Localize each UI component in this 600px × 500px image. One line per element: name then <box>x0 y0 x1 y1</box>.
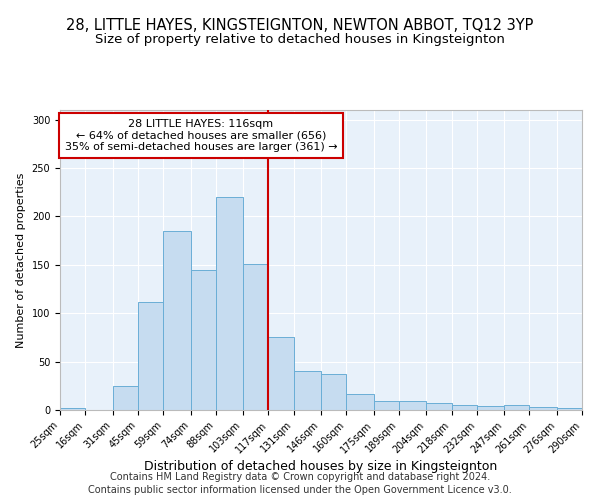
Bar <box>346 394 374 410</box>
Bar <box>452 405 477 410</box>
Bar <box>216 197 243 410</box>
Bar <box>477 406 504 410</box>
Bar <box>113 386 138 410</box>
Y-axis label: Number of detached properties: Number of detached properties <box>16 172 26 348</box>
Text: Contains HM Land Registry data © Crown copyright and database right 2024.: Contains HM Land Registry data © Crown c… <box>110 472 490 482</box>
Bar <box>529 407 557 410</box>
Bar <box>504 405 529 410</box>
Text: 28, LITTLE HAYES, KINGSTEIGNTON, NEWTON ABBOT, TQ12 3YP: 28, LITTLE HAYES, KINGSTEIGNTON, NEWTON … <box>67 18 533 32</box>
Bar <box>399 402 426 410</box>
Bar <box>374 402 399 410</box>
Bar <box>243 264 268 410</box>
Text: Contains public sector information licensed under the Open Government Licence v3: Contains public sector information licen… <box>88 485 512 495</box>
Text: Size of property relative to detached houses in Kingsteignton: Size of property relative to detached ho… <box>95 32 505 46</box>
Bar <box>557 408 582 410</box>
Bar <box>163 231 191 410</box>
Bar <box>268 338 294 410</box>
Bar <box>321 374 346 410</box>
Text: 28 LITTLE HAYES: 116sqm
← 64% of detached houses are smaller (656)
35% of semi-d: 28 LITTLE HAYES: 116sqm ← 64% of detache… <box>65 119 337 152</box>
Bar <box>426 403 452 410</box>
Bar <box>294 372 321 410</box>
Bar <box>191 270 216 410</box>
Bar <box>138 302 163 410</box>
Bar <box>60 408 85 410</box>
X-axis label: Distribution of detached houses by size in Kingsteignton: Distribution of detached houses by size … <box>145 460 497 473</box>
